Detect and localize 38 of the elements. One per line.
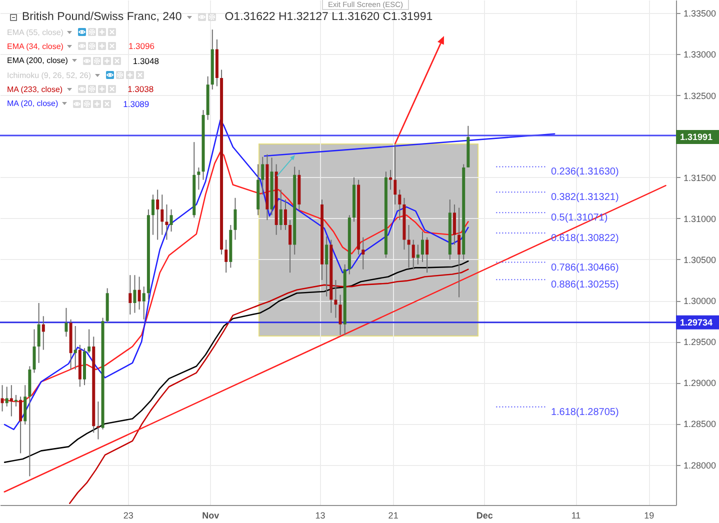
ref-line-label: 0.236(1.31630) (550, 166, 619, 178)
x-tick-label: 23 (123, 510, 134, 520)
x-tick-label: Dec (476, 510, 493, 520)
annotation: O1.31622 H1.32127 L1.31620 C1.31991 (224, 11, 433, 23)
annotation: 1.3096 (128, 41, 154, 52)
text: MA (20, close) (7, 99, 58, 108)
y-tick-label: 1.28000 (684, 460, 716, 470)
ref-line-label: 0.618(1.30822) (550, 233, 619, 244)
annotation: 1.3038 (128, 84, 154, 94)
y-tick-label: 1.31500 (684, 172, 716, 183)
ref-line-label: 0.786(1.30466) (550, 262, 619, 274)
annotation: 1.3089 (123, 98, 150, 109)
y-tick-label: 1.28500 (684, 419, 716, 430)
y-tick-label: 1.33000 (684, 50, 716, 60)
ref-line-label: 1.618(1.28705) (550, 406, 619, 418)
y-tick-label: 1.30500 (684, 254, 716, 265)
text: 1.31991 (680, 132, 713, 142)
y-tick-label: 1.33500 (684, 8, 716, 19)
legend-label: Ichimoku (9, 26, 52, 26) (7, 70, 92, 80)
y-tick-label: 1.30000 (684, 296, 716, 306)
annotation: 1.3048 (132, 56, 159, 66)
x-tick-label: 21 (388, 510, 398, 520)
x-tick-label: 11 (571, 510, 581, 520)
text: MA (233, close) (7, 84, 63, 94)
y-tick-label: 1.29500 (684, 337, 716, 348)
y-tick-label: 1.32500 (684, 90, 716, 101)
text: British Pound/Swiss Franc, 240 (22, 11, 182, 23)
ref-line-label: 1.29734 (680, 317, 713, 328)
x-tick-label: 19 (644, 510, 654, 520)
text: EMA (34, close) (7, 42, 64, 51)
ref-line-label: 0.382(1.31321) (550, 192, 619, 204)
legend-label: EMA (55, close) (7, 28, 64, 37)
y-tick-label: 1.31000 (684, 214, 716, 224)
y-tick-label: 1.29000 (684, 378, 716, 388)
text: EMA (200, close) (7, 56, 68, 66)
ref-line-label: 0.886(1.30255) (550, 280, 619, 291)
x-tick-label: 13 (315, 510, 326, 520)
x-tick-label: Nov (202, 510, 220, 520)
